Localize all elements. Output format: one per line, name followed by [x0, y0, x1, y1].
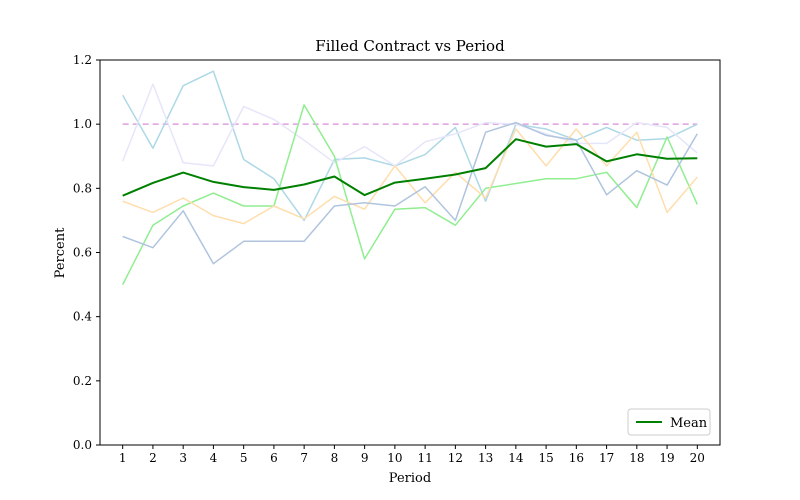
y-tick-label: 0.4 [73, 310, 92, 324]
x-tick-label: 12 [448, 451, 463, 465]
y-tick-label: 0.2 [73, 374, 92, 388]
x-tick-label: 6 [270, 451, 278, 465]
chart-title: Filled Contract vs Period [315, 37, 505, 55]
legend-box [627, 408, 711, 436]
x-tick-label: 7 [300, 451, 308, 465]
x-tick-label: 1 [119, 451, 127, 465]
legend-label: Mean [670, 416, 708, 431]
x-tick-label: 18 [629, 451, 644, 465]
series-line-1 [122, 70, 698, 222]
y-tick-label: 1.2 [73, 53, 92, 67]
y-tick-label: 0.8 [73, 181, 92, 195]
x-tick-label: 11 [417, 451, 432, 465]
y-axis-title: Percent [53, 227, 68, 278]
legend: Mean [627, 408, 711, 436]
series-line-5 [122, 121, 698, 265]
series-line-2 [122, 83, 698, 167]
plot-area [122, 70, 698, 285]
x-tick-label: 19 [659, 451, 674, 465]
x-tick-label: 10 [387, 451, 402, 465]
x-tick-label: 3 [179, 451, 187, 465]
x-tick-label: 13 [478, 451, 493, 465]
y-tick-label: 0.6 [73, 246, 92, 260]
x-axis-title: Period [389, 471, 431, 486]
x-tick-label: 2 [149, 451, 157, 465]
x-tick-label: 15 [538, 451, 553, 465]
x-tick-label: 17 [599, 451, 614, 465]
x-tick-label: 20 [690, 451, 705, 465]
series-line-3 [122, 104, 698, 285]
series-line-4 [122, 128, 698, 225]
series-line-mean [122, 138, 698, 197]
x-tick-label: 5 [240, 451, 248, 465]
x-tick-label: 9 [361, 451, 369, 465]
axes: 1 2 3 4 5 6 7 8 9 10 11 12 13 14 15 16 17 18 19 200.00.20.4… [73, 53, 705, 465]
y-tick-label: 0.0 [73, 438, 92, 452]
x-tick-label: 4 [210, 451, 218, 465]
y-tick-label: 1.0 [73, 117, 92, 131]
x-tick-label: 16 [569, 451, 584, 465]
x-tick-label: 14 [508, 451, 524, 465]
x-tick-label: 8 [331, 451, 339, 465]
